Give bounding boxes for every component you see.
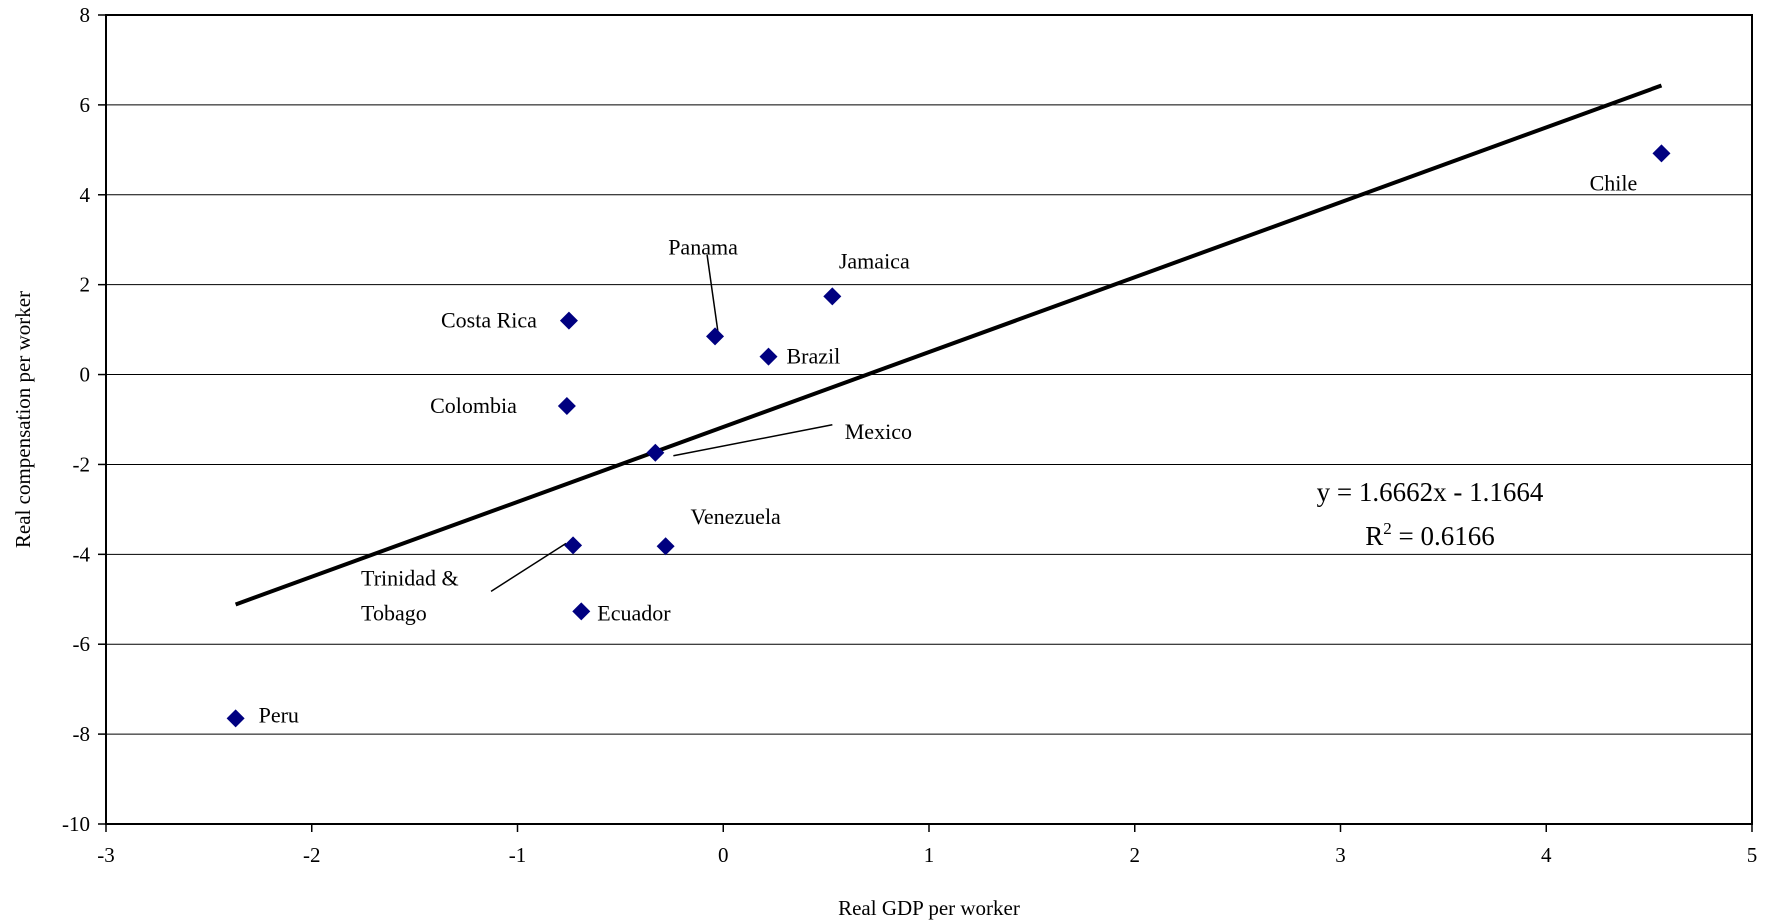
data-point-marker: [564, 536, 583, 555]
point-labels: Chile Jamaica Panama Brazil Costa Rica Colomb…: [259, 170, 1638, 727]
x-tick-label: -2: [303, 843, 321, 867]
data-point-label: Venezuela: [690, 504, 781, 529]
r-squared-value: = 0.6166: [1392, 521, 1495, 551]
data-point-label: Chile: [1590, 170, 1638, 195]
plot-area-frame: [105, 14, 1753, 825]
y-tick-label: -4: [73, 542, 91, 566]
data-point-label: Jamaica: [839, 248, 910, 273]
x-tick-label: 2: [1130, 843, 1141, 867]
r-squared-symbol: R: [1365, 521, 1383, 551]
y-tick-label: 4: [80, 183, 91, 207]
data-point-label: Panama: [668, 234, 738, 259]
data-point-label: Tobago: [361, 600, 427, 625]
data-point-marker: [559, 311, 578, 330]
x-tick-label: 4: [1541, 843, 1552, 867]
data-point-label: Mexico: [845, 419, 912, 444]
data-point-marker: [823, 287, 842, 306]
data-point-label: Peru: [259, 702, 299, 727]
leader-line: [706, 254, 719, 333]
y-axis-ticks: -10 -8 -6 -4 -2 0 2 4 6 8: [62, 3, 106, 836]
x-tick-label: 1: [924, 843, 935, 867]
data-point-label: Colombia: [430, 393, 517, 418]
data-point-label: Brazil: [787, 344, 841, 369]
leader-line: [490, 542, 567, 592]
data-point-marker: [557, 397, 576, 416]
r-squared-exponent: 2: [1383, 519, 1392, 538]
x-tick-label: 5: [1747, 843, 1758, 867]
x-tick-label: -3: [97, 843, 115, 867]
y-tick-label: -10: [62, 812, 90, 836]
data-point-label: Ecuador: [597, 600, 671, 625]
y-tick-label: 8: [80, 3, 91, 27]
data-point-marker: [1652, 144, 1671, 163]
y-axis-label: Real compensation per worker: [11, 291, 35, 548]
leader-line: [673, 424, 833, 457]
y-tick-label: 6: [80, 93, 91, 117]
trendline: [234, 83, 1663, 607]
data-points: [226, 144, 1671, 728]
y-tick-label: -8: [73, 722, 91, 746]
data-point-marker: [759, 347, 778, 366]
x-tick-label: 3: [1335, 843, 1346, 867]
data-point-marker: [646, 443, 665, 462]
data-point-marker: [706, 327, 725, 346]
trendline-equation: y = 1.6662x - 1.1664: [1317, 477, 1544, 507]
data-point-marker: [656, 537, 675, 556]
y-tick-label: -6: [73, 632, 91, 656]
x-tick-label: 0: [718, 843, 729, 867]
r-squared-label: R2 = 0.6166: [1365, 519, 1495, 551]
data-point-marker: [226, 709, 245, 728]
gridlines: [106, 104, 1752, 735]
x-axis-ticks: -3 -2 -1 0 1 2 3 4 5: [97, 824, 1757, 867]
x-axis-label: Real GDP per worker: [838, 896, 1020, 920]
x-tick-label: -1: [509, 843, 527, 867]
data-point-marker: [572, 602, 591, 621]
leader-lines: [490, 254, 833, 592]
data-point-label: Trinidad &: [361, 565, 459, 590]
data-point-label: Costa Rica: [441, 308, 537, 333]
y-tick-label: -2: [73, 452, 91, 476]
y-tick-label: 0: [80, 363, 91, 387]
y-tick-label: 2: [80, 273, 91, 297]
